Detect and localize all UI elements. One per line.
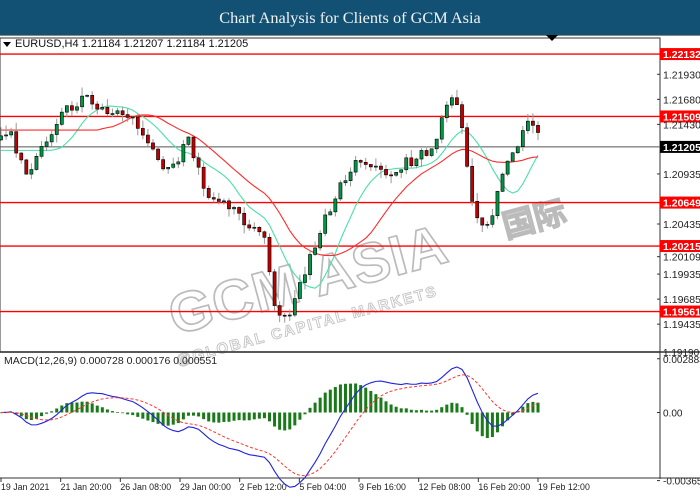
svg-text:国际: 国际 <box>499 193 570 244</box>
svg-text:19 Feb 12:00: 19 Feb 12:00 <box>538 482 590 492</box>
svg-text:1.20649: 1.20649 <box>663 198 700 210</box>
svg-text:1.21680: 1.21680 <box>663 94 700 106</box>
svg-text:19 Jan 2021: 19 Jan 2021 <box>1 482 50 492</box>
svg-text:MACD(12,26,9) 0.000728 0.00017: MACD(12,26,9) 0.000728 0.000176 0.000551 <box>4 355 217 367</box>
svg-text:1.20935: 1.20935 <box>663 169 700 181</box>
svg-text:1.22132: 1.22132 <box>663 49 700 61</box>
svg-text:0.002883: 0.002883 <box>663 355 700 366</box>
svg-text:21 Jan 20:00: 21 Jan 20:00 <box>61 482 112 492</box>
svg-text:-0.003652: -0.003652 <box>663 477 700 488</box>
svg-text:1.20435: 1.20435 <box>663 219 700 231</box>
svg-text:1.21430: 1.21430 <box>663 119 700 131</box>
svg-text:5 Feb 04:00: 5 Feb 04:00 <box>299 482 346 492</box>
svg-text:16 Feb 20:00: 16 Feb 20:00 <box>478 482 530 492</box>
svg-text:1.19685: 1.19685 <box>663 294 700 306</box>
svg-text:26 Jan 08:00: 26 Jan 08:00 <box>120 482 171 492</box>
svg-text:1.19935: 1.19935 <box>663 269 700 281</box>
svg-text:1.19561: 1.19561 <box>663 307 700 319</box>
svg-text:1.20109: 1.20109 <box>663 252 700 264</box>
svg-text:12 Feb 08:00: 12 Feb 08:00 <box>419 482 471 492</box>
svg-text:9 Feb 16:00: 9 Feb 16:00 <box>359 482 406 492</box>
svg-text:2 Feb 12:00: 2 Feb 12:00 <box>240 482 287 492</box>
svg-text:1.21930: 1.21930 <box>663 69 700 81</box>
svg-text:29 Jan 00:00: 29 Jan 00:00 <box>180 482 231 492</box>
svg-text:1.21205: 1.21205 <box>663 142 700 154</box>
svg-text:0.00: 0.00 <box>663 409 683 420</box>
svg-text:1.19435: 1.19435 <box>663 319 700 331</box>
